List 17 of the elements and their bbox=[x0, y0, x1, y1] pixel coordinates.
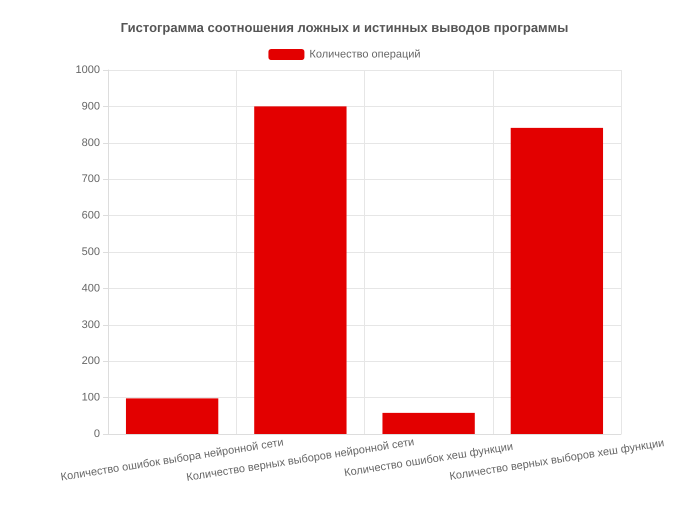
y-tick-label: 1000 bbox=[76, 64, 100, 76]
y-tick-label: 500 bbox=[82, 246, 100, 258]
y-tick-label: 400 bbox=[82, 282, 100, 294]
bar bbox=[382, 412, 475, 434]
y-tick-label: 100 bbox=[82, 392, 100, 404]
legend-label: Количество операций bbox=[309, 48, 421, 60]
bar bbox=[510, 128, 604, 434]
bar bbox=[254, 106, 347, 434]
chart-title: Гистограмма соотношения ложных и истинных выводов программы bbox=[120, 20, 568, 35]
y-tick-label: 800 bbox=[82, 136, 100, 149]
y-tick-label: 300 bbox=[82, 318, 100, 331]
y-tick-label: 200 bbox=[82, 355, 100, 368]
y-tick-label: 0 bbox=[94, 428, 100, 440]
bar bbox=[126, 398, 218, 434]
y-tick-label: 700 bbox=[82, 173, 100, 186]
y-tick-label: 900 bbox=[82, 100, 100, 112]
y-tick-label: 600 bbox=[82, 210, 100, 222]
